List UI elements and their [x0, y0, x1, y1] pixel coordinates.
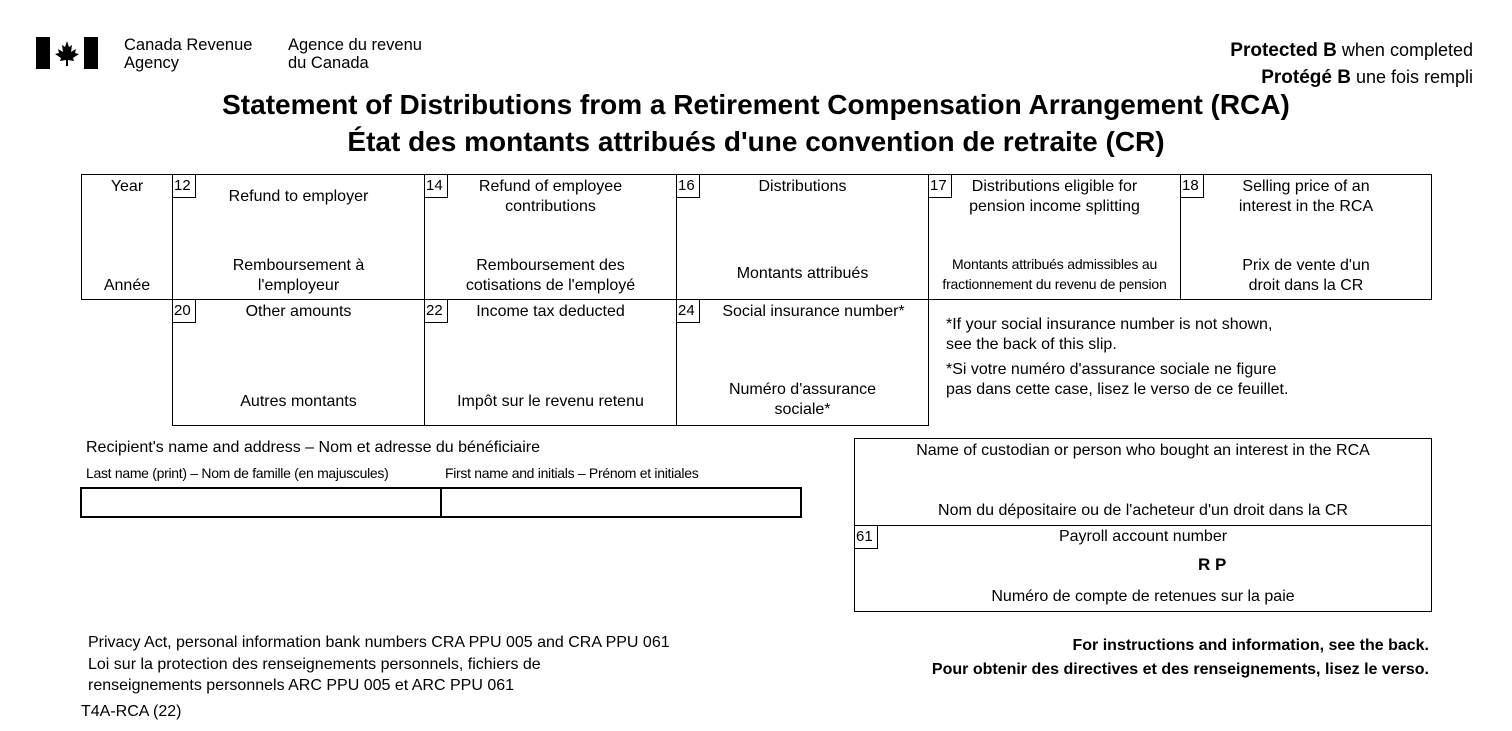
- box14-label-en-line1: Refund of employee: [478, 178, 623, 195]
- privacy-line1: Privacy Act, personal information bank n…: [88, 634, 670, 651]
- department-en-line2: Agency: [124, 54, 180, 72]
- box-14-refund-of-employee-contributions[interactable]: 14 Refund of employee contributions Remb…: [424, 174, 677, 300]
- department-name-en: Canada Revenue Agency: [124, 36, 252, 72]
- protected-en-rest: when completed: [1336, 40, 1473, 60]
- box17-label-fr-line2: fractionnement du revenu de pension: [942, 276, 1167, 292]
- box18-label-en-line1: Selling price of an: [1242, 178, 1370, 195]
- protected-en: Protected B when completed: [1230, 37, 1473, 64]
- last-name-label: Last name (print) – Nom de famille (en m…: [86, 465, 389, 481]
- instructions-en: For instructions and information, see th…: [1072, 637, 1430, 654]
- box-17-pension-income-splitting[interactable]: 17 Distributions eligible for pension in…: [928, 174, 1181, 300]
- first-name-label: First name and initials – Prénom et init…: [445, 465, 699, 481]
- box14-label-fr-line1: Remboursement des: [476, 257, 625, 274]
- box24-label-fr-line1: Numéro d'assurance: [728, 381, 877, 398]
- privacy-notice: Privacy Act, personal information bank n…: [88, 632, 670, 697]
- department-fr-line2: du Canada: [288, 54, 369, 72]
- box-number-14: 14: [425, 175, 448, 198]
- instructions-fr: Pour obtenir des directives et des rense…: [931, 661, 1429, 678]
- box12-label-fr-line2: l'employeur: [257, 277, 340, 294]
- box12-label-fr-line1: Remboursement à: [232, 257, 365, 274]
- privacy-line2: Loi sur la protection des renseignements…: [88, 655, 541, 673]
- box-16-distributions[interactable]: 16 Distributions Montants attribués: [676, 174, 929, 300]
- sin-note-fr-line2: pas dans cette case, lisez le verso de c…: [946, 381, 1289, 398]
- sin-note-en-line1: *If your social insurance number is not …: [946, 316, 1273, 333]
- sin-note: *If your social insurance number is not …: [946, 315, 1288, 400]
- box22-label-en: Income tax deducted: [476, 303, 625, 320]
- box16-label-fr: Montants attribués: [736, 265, 869, 282]
- instructions-notice: For instructions and information, see th…: [932, 634, 1429, 682]
- form-title-fr: État des montants attribués d'une conven…: [347, 126, 1165, 157]
- recipient-heading: Recipient's name and address – Nom et ad…: [86, 439, 540, 456]
- protected-notice: Protected B when completed Protégé B une…: [1230, 37, 1473, 91]
- protected-fr-bold: Protégé B: [1261, 67, 1351, 88]
- box20-label-fr: Autres montants: [240, 393, 357, 410]
- sin-note-fr-line1: *Si votre numéro d'assurance sociale ne …: [946, 361, 1277, 378]
- custodian-name-box[interactable]: Name of custodian or person who bought a…: [854, 438, 1432, 526]
- box-18-selling-price[interactable]: 18 Selling price of an interest in the R…: [1180, 174, 1432, 300]
- box-number-22: 22: [425, 300, 448, 323]
- box61-label-fr: Numéro de compte de retenues sur la paie: [991, 588, 1295, 605]
- form-title-en: Statement of Distributions from a Retire…: [222, 89, 1290, 120]
- box14-label-fr-line2: cotisations de l'employé: [465, 277, 636, 294]
- custodian-label-fr: Nom du dépositaire ou de l'acheteur d'un…: [938, 502, 1348, 519]
- department-en-line1: Canada Revenue: [124, 36, 253, 54]
- box14-label-en-line2: contributions: [505, 198, 596, 215]
- box-number-24: 24: [677, 300, 700, 323]
- box18-label-fr-line2: droit dans la CR: [1248, 277, 1364, 294]
- first-name-input[interactable]: [440, 487, 802, 518]
- box24-label-en: Social insurance number*: [722, 303, 905, 320]
- sin-note-en-line2: see the back of this slip.: [946, 336, 1117, 353]
- box-number-12: 12: [173, 175, 196, 198]
- box18-label-en-line2: interest in the RCA: [1238, 198, 1374, 215]
- box-number-18: 18: [1181, 175, 1204, 198]
- payroll-rp-prefix: R P: [1198, 555, 1227, 574]
- year-label-en: Year: [110, 178, 144, 195]
- box-12-refund-to-employer[interactable]: 12 Refund to employer Remboursement à l'…: [172, 174, 425, 300]
- box20-label-en: Other amounts: [245, 303, 352, 320]
- box-number-20: 20: [173, 300, 196, 323]
- year-label-fr: Année: [103, 277, 151, 294]
- box-24-social-insurance-number[interactable]: 24 Social insurance number* Numéro d'ass…: [676, 299, 929, 426]
- box-20-other-amounts[interactable]: 20 Other amounts Autres montants: [172, 299, 425, 426]
- privacy-line3: renseignements personnels ARC PPU 005 et…: [88, 677, 515, 694]
- box12-label-en: Refund to employer: [228, 188, 369, 205]
- protected-en-bold: Protected B: [1230, 40, 1337, 61]
- box22-label-fr: Impôt sur le revenu retenu: [457, 393, 644, 410]
- protected-fr-rest: une fois rempli: [1350, 67, 1473, 87]
- canada-flag-icon: [36, 37, 98, 69]
- department-name-fr: Agence du revenu du Canada: [288, 36, 422, 72]
- protected-fr: Protégé B une fois rempli: [1230, 64, 1473, 91]
- box-number-61: 61: [855, 526, 878, 549]
- box61-label-en: Payroll account number: [1058, 528, 1228, 545]
- box-22-income-tax-deducted[interactable]: 22 Income tax deducted Impôt sur le reve…: [424, 299, 677, 426]
- department-fr-line1: Agence du revenu: [288, 36, 422, 54]
- box17-label-en-line1: Distributions eligible for: [971, 178, 1138, 195]
- box-number-16: 16: [677, 175, 700, 198]
- box17-label-fr-line1: Montants attribués admissibles au: [951, 256, 1158, 272]
- box16-label-en: Distributions: [758, 178, 847, 195]
- last-name-input[interactable]: [80, 487, 442, 518]
- box-number-17: 17: [929, 175, 952, 198]
- box-61-payroll-account-number[interactable]: 61 Payroll account number R P Numéro de …: [854, 525, 1432, 612]
- box18-label-fr-line1: Prix de vente d'un: [1242, 257, 1370, 274]
- box-year[interactable]: Year Année: [81, 174, 173, 300]
- form-code: T4A-RCA (22): [81, 703, 182, 720]
- box17-label-en-line2: pension income splitting: [969, 198, 1140, 215]
- custodian-label-en: Name of custodian or person who bought a…: [916, 442, 1370, 459]
- box24-label-fr-line2: sociale*: [774, 401, 831, 418]
